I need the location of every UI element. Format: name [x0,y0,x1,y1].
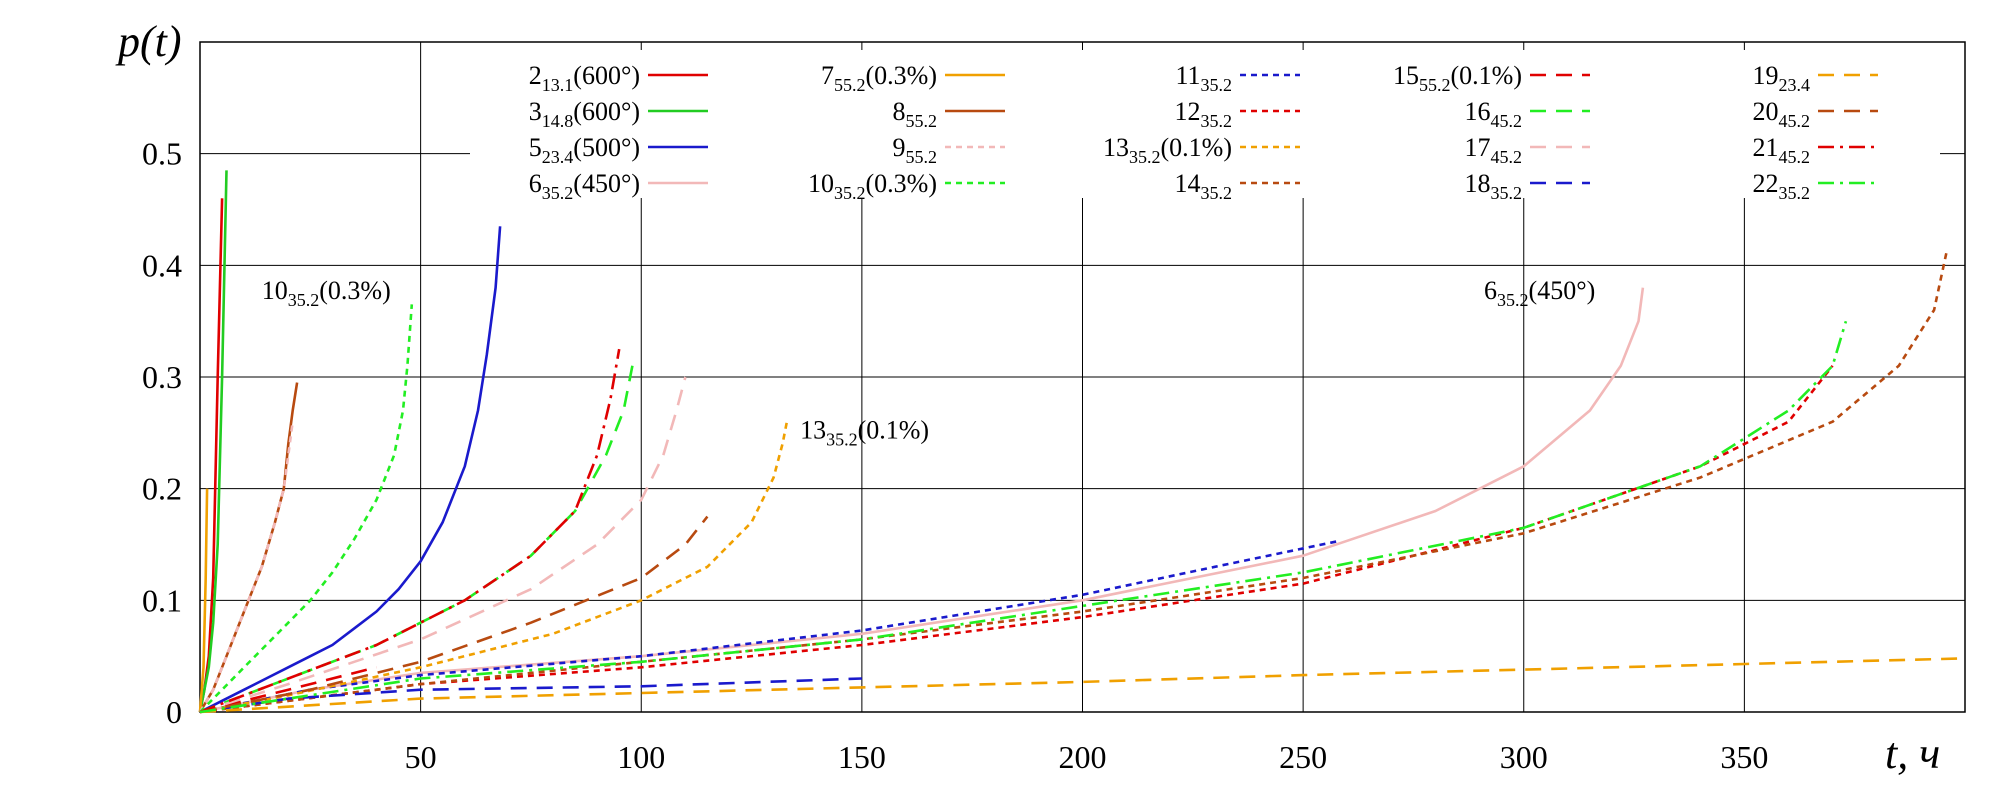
legend-item-19: 1923.4 [1753,61,1878,95]
legend-label-12: 1235.2 [1175,97,1233,131]
y-tick-label: 0.3 [142,359,182,395]
legend-label-17: 1745.2 [1465,133,1523,167]
x-tick-label: 300 [1500,739,1548,775]
y-tick-label: 0.5 [142,136,182,172]
legend-label-3: 314.8(600°) [529,97,640,131]
legend-item-20: 2045.2 [1753,97,1878,131]
annotation-6: 635.2(450°) [1484,276,1595,310]
legend-item-15: 1555.2(0.1%) [1393,61,1590,95]
legend-background [470,50,1940,198]
legend-label-6: 635.2(450°) [529,169,640,203]
series-line-18 [199,677,862,714]
legend-item-13: 1335.2(0.1%) [1103,133,1300,167]
legend-label-20: 2045.2 [1753,97,1811,131]
legend-label-21: 2145.2 [1753,133,1811,167]
legend-item-6: 635.2(450°) [529,169,708,203]
legend-item-10: 1035.2(0.3%) [808,169,1005,203]
series-line-6 [199,287,1645,714]
legend-label-18: 1835.2 [1465,169,1523,203]
legend-label-10: 1035.2(0.3%) [808,169,937,203]
y-tick-label: 0.2 [142,471,182,507]
series-layer [198,170,1966,714]
series-line-21 [199,348,621,714]
legend-item-17: 1745.2 [1465,133,1590,167]
x-tick-label: 50 [405,739,437,775]
x-tick-label: 100 [617,739,665,775]
series-line-19 [199,657,1966,714]
legend-label-16: 1645.2 [1465,97,1523,131]
legend-label-11: 1135.2 [1175,61,1232,95]
series-line-3 [198,170,228,713]
legend-label-8: 855.2 [893,97,938,131]
legend-item-22: 2235.2 [1753,169,1878,203]
plot-frame [199,41,1966,713]
y-tick-label: 0 [166,694,182,730]
legend-label-5: 523.4(500°) [529,133,640,167]
legend-item-21: 2145.2 [1753,133,1878,167]
series-line-22 [199,320,1848,714]
annotation-13: 1335.2(0.1%) [800,415,929,449]
y-tick-label: 0.4 [142,247,182,283]
legend-item-9: 955.2 [893,133,1005,167]
legend-label-19: 1923.4 [1753,61,1811,95]
x-tick-label: 350 [1720,739,1768,775]
series-line-5 [199,226,502,714]
legend-label-9: 955.2 [893,133,938,167]
legend-label-22: 2235.2 [1753,169,1811,203]
legend-item-14: 1435.2 [1175,169,1300,203]
series-line-14 [199,248,1949,714]
x-tick-labels: 50 100 150 200 250 300 350 [405,739,1769,775]
series-line-9 [198,421,294,713]
legend-label-7: 755.2(0.3%) [821,61,937,95]
annotations: 1035.2(0.3%) 1335.2(0.1%) 635.2(450°) [262,276,1595,450]
legend-label-15: 1555.2(0.1%) [1393,61,1522,95]
legend-item-2: 213.1(600°) [529,61,708,95]
x-axis-label: t, ч [1885,729,1940,778]
y-tick-labels: 0 0.1 0.2 0.3 0.4 0.5 [142,136,182,730]
legend-item-5: 523.4(500°) [529,133,708,167]
series-line-10 [199,304,414,713]
series-line-15 [199,666,377,714]
y-tick-label: 0.1 [142,582,182,618]
annotation-10: 1035.2(0.3%) [262,276,391,310]
x-tick-label: 150 [838,739,886,775]
legend-item-7: 755.2(0.3%) [821,61,1005,95]
legend-item-8: 855.2 [893,97,1005,131]
series-line-12 [199,364,1834,714]
legend-item-16: 1645.2 [1465,97,1590,131]
legend-item-12: 1235.2 [1175,97,1300,131]
legend-item-18: 1835.2 [1465,169,1590,203]
series-line-7 [198,488,209,713]
x-tick-label: 200 [1059,739,1107,775]
series-line-20 [199,515,709,714]
legend-item-11: 1135.2 [1175,61,1300,95]
legend-label-13: 1335.2(0.1%) [1103,133,1232,167]
y-axis-label: p(t) [115,17,182,66]
legend-item-3: 314.8(600°) [529,97,708,131]
legend-label-2: 213.1(600°) [529,61,640,95]
series-line-11 [199,539,1339,714]
x-tick-label: 250 [1279,739,1327,775]
series-line-17 [199,376,687,714]
legend-label-14: 1435.2 [1175,169,1233,203]
legend: 213.1(600°)314.8(600°)523.4(500°)635.2(4… [470,50,1940,203]
series-line-16 [199,365,634,714]
series-line-13 [199,421,789,714]
